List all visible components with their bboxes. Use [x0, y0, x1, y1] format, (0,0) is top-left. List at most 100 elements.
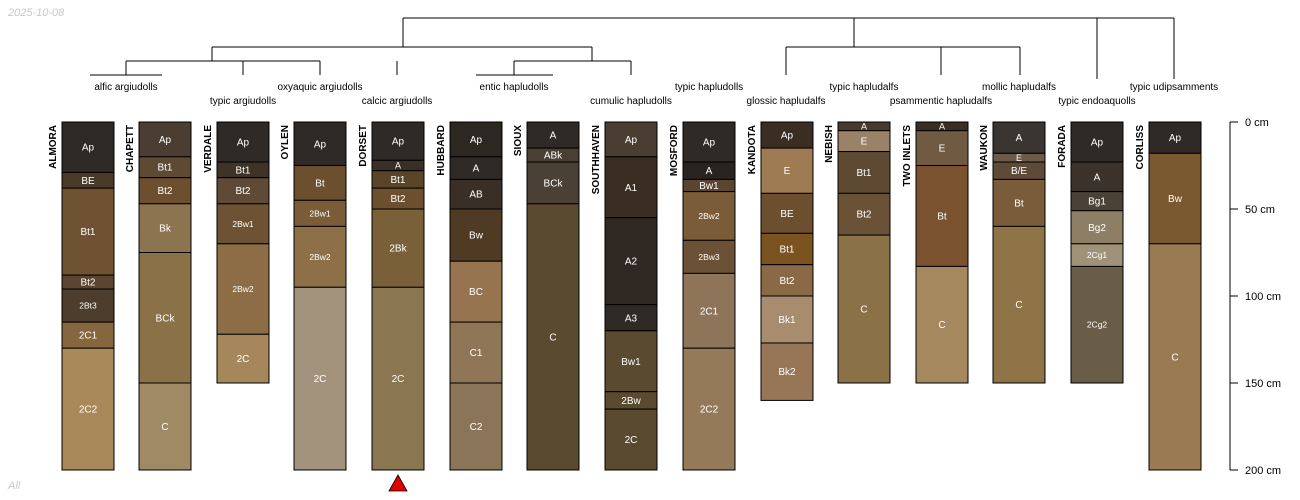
horizon-label: 2Cg2	[1087, 320, 1108, 330]
profile-name: SOUTHHAVEN	[591, 125, 602, 194]
horizon-2bw1	[216, 203, 270, 245]
horizon-c	[526, 203, 580, 471]
profile-corliss: Ap Bw C CORLISS	[1135, 121, 1202, 471]
profile-waukon: AE B/E Bt C WAUKON	[979, 121, 1046, 384]
horizon-bt2	[837, 192, 891, 236]
horizon-label: 2Bk	[389, 244, 407, 255]
profile-name: OYLEN	[280, 125, 291, 159]
horizon-bk	[138, 203, 192, 253]
profile-name: CHAPETT	[125, 125, 136, 172]
profile-verdale: Ap Bt1 Bt2 2Bw1 2Bw2 2C VERDALE	[203, 121, 270, 384]
horizon-bg2	[1070, 210, 1124, 245]
group-labels: alfic argiudolls typic argiudollsoxyaquic…	[94, 82, 1218, 107]
profile-name: SIOUX	[513, 125, 524, 156]
axis-tick-label: 200 cm	[1245, 465, 1281, 477]
horizon-label: Bw	[469, 231, 484, 242]
horizon-label: BCk	[544, 178, 564, 189]
horizon-label: Bt2	[779, 276, 794, 287]
horizon-label: Bk	[159, 224, 172, 235]
axis-tick-label: 50 cm	[1245, 204, 1275, 216]
horizon-ap	[682, 121, 736, 163]
group-label: calcic argiudolls	[362, 96, 433, 107]
horizon-bt	[992, 178, 1046, 227]
horizon-label: 2Bt3	[79, 301, 97, 311]
group-label: psammentic hapludalfs	[890, 96, 992, 107]
horizon-label: 2Bw2	[232, 284, 254, 294]
horizon-label: Ap	[1169, 133, 1182, 144]
horizon-bw1	[604, 330, 658, 393]
horizon-c	[837, 234, 891, 384]
group-label: typic hapludalfs	[830, 82, 899, 93]
horizon-be	[760, 192, 814, 234]
horizon-label: Bw1	[699, 181, 719, 192]
horizon-ap	[371, 121, 425, 161]
horizon-label: C	[161, 422, 168, 433]
horizon-ap	[293, 121, 347, 166]
profile-name: HUBBARD	[436, 125, 447, 176]
horizon-2c2	[61, 347, 115, 471]
horizon-label: BC	[469, 287, 483, 298]
horizon-bt1	[61, 187, 115, 276]
horizon-c1	[449, 321, 503, 384]
horizon-label: Bg1	[1088, 197, 1106, 208]
profile-southhaven: Ap A1 A2 A3 Bw1 2Bw 2C SOUTHHAVEN	[591, 121, 658, 471]
group-label: cumulic hapludolls	[590, 96, 672, 107]
group-label: oxyaquic argiudolls	[277, 82, 362, 93]
horizon-label: C2	[470, 422, 483, 433]
profile-name: MOSFORD	[669, 125, 680, 176]
horizon-label: Bw	[1168, 194, 1183, 205]
profile-name: DORSET	[358, 125, 369, 167]
horizon-label: 2Bw2	[309, 252, 331, 262]
horizon-label: Ap	[159, 135, 172, 146]
horizon-label: 2Bw	[621, 396, 641, 407]
group-label: typic udipsamments	[1130, 82, 1218, 93]
horizon-label: E	[1016, 153, 1022, 163]
horizon-label: Bk1	[778, 315, 796, 326]
horizon-label: Ap	[625, 135, 638, 146]
horizon-label: 2C1	[79, 331, 98, 342]
profile-name: NEBISH	[824, 125, 835, 163]
horizon-label: 2Bw3	[698, 252, 720, 262]
horizon-c	[915, 265, 969, 384]
horizon-label: Bw1	[621, 357, 641, 368]
profile-name: TWO INLETS	[902, 125, 913, 187]
horizon-label: Ap	[237, 138, 250, 149]
horizon-label: 2C1	[700, 306, 719, 317]
profile-mosford: Ap A Bw1 2Bw2 2Bw3 2C1 2C2 MOSFORD	[669, 121, 736, 471]
horizon-label: Bt1	[390, 175, 405, 186]
horizon-2c	[216, 333, 270, 384]
horizon-label: Bk2	[778, 367, 796, 378]
horizon-ap	[216, 121, 270, 163]
horizon-label: AB	[469, 190, 483, 201]
horizon-ap	[449, 121, 503, 158]
horizon-label: 2C	[625, 435, 638, 446]
axis-tick-label: 0 cm	[1245, 117, 1269, 129]
horizon-label: C1	[470, 348, 483, 359]
horizon-2bw2	[682, 191, 736, 241]
horizon-label: A	[1016, 133, 1023, 144]
horizon-label: E	[939, 144, 946, 155]
horizon-2bt3	[61, 288, 115, 323]
profile-oylen: Ap Bt 2Bw1 2Bw2 2C OYLEN	[280, 121, 347, 471]
axis-tick-label: 100 cm	[1245, 291, 1281, 303]
horizon-c	[1148, 243, 1202, 471]
group-label: glossic hapludalfs	[747, 96, 826, 107]
horizon-bck	[138, 252, 192, 384]
horizon-a	[526, 121, 580, 149]
horizon-c2	[449, 382, 503, 471]
horizon-label: 2C2	[700, 405, 719, 416]
horizon-label: Bt2	[235, 186, 250, 197]
horizon-ap	[604, 121, 658, 158]
horizon-e	[760, 147, 814, 194]
horizon-2bw2	[293, 225, 347, 288]
horizon-ap	[760, 121, 814, 149]
horizon-ap	[1070, 121, 1124, 163]
horizon-2bk	[371, 208, 425, 288]
horizon-label: Bt	[1014, 198, 1024, 209]
horizon-2c2	[682, 347, 736, 471]
group-label: typic endoaquolls	[1058, 96, 1135, 107]
horizon-ap	[138, 121, 192, 158]
horizon-2bw1	[293, 199, 347, 227]
horizon-bt2	[216, 177, 270, 205]
horizon-label: 2Bw1	[232, 219, 254, 229]
